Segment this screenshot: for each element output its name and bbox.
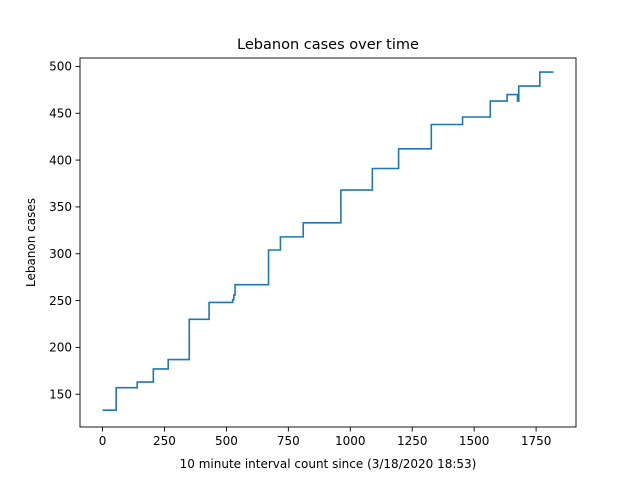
x-axis: 0 250 500 750 1000 1250 1500 1750 bbox=[99, 427, 552, 448]
plot-frame bbox=[79, 57, 577, 428]
y-tick-label: 150 bbox=[49, 388, 72, 402]
y-tick-label: 450 bbox=[49, 107, 72, 121]
x-tick-label: 1500 bbox=[459, 434, 490, 448]
plot-area bbox=[102, 71, 554, 411]
x-tick-label: 1000 bbox=[335, 434, 366, 448]
y-axis-label: Lebanon cases bbox=[24, 198, 38, 287]
y-tick-label: 200 bbox=[49, 341, 72, 355]
series-line-1 bbox=[102, 71, 554, 411]
y-tick-label: 500 bbox=[49, 60, 72, 74]
x-tick-label: 0 bbox=[99, 434, 107, 448]
x-tick-label: 250 bbox=[153, 434, 176, 448]
y-tick-label: 250 bbox=[49, 294, 72, 308]
chart-title: Lebanon cases over time bbox=[237, 37, 419, 53]
y-tick-label: 350 bbox=[49, 200, 72, 214]
y-tick-label: 300 bbox=[49, 247, 72, 261]
y-tick-label: 400 bbox=[49, 153, 72, 167]
x-axis-label: 10 minute interval count since (3/18/202… bbox=[180, 457, 477, 471]
x-tick-label: 1750 bbox=[521, 434, 552, 448]
y-axis: 150 200 250 300 350 400 450 500 bbox=[49, 60, 80, 402]
x-tick-label: 1250 bbox=[397, 434, 428, 448]
x-tick-label: 500 bbox=[215, 434, 238, 448]
x-tick-label: 750 bbox=[277, 434, 300, 448]
